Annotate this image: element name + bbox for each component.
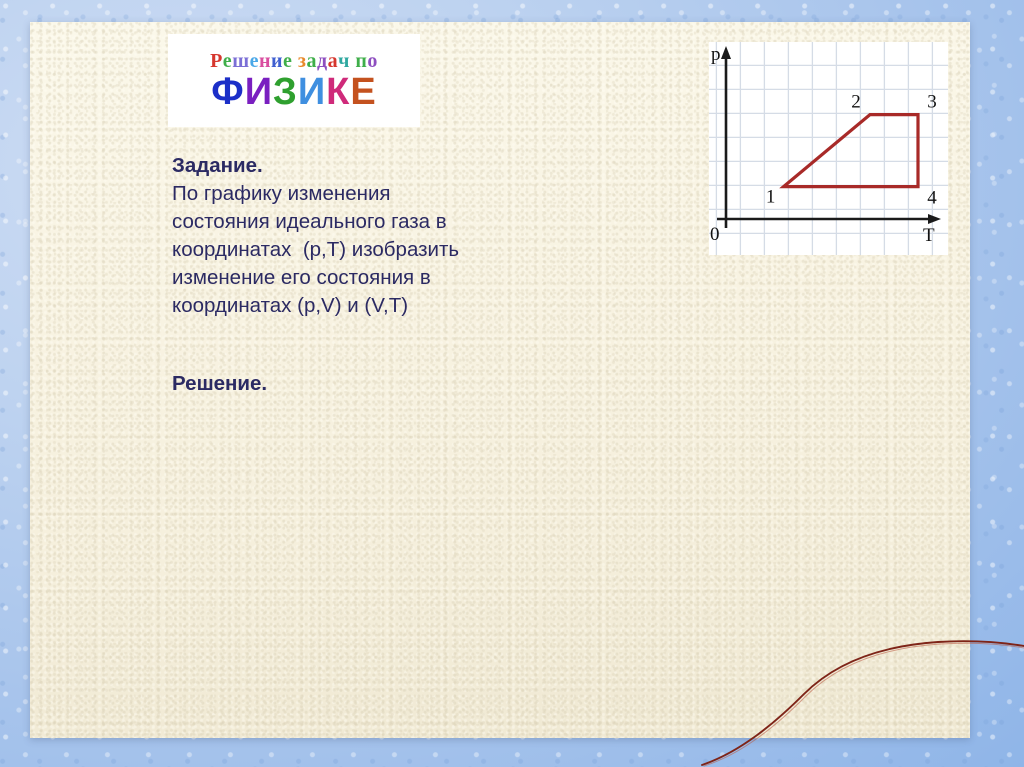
logo-char: е [283,49,293,72]
thermodynamic-cycle-path [779,112,920,189]
logo-line-2: ФИЗИКЕ [211,73,376,111]
task-line-3: координатах (p,T) изобразить [172,238,460,261]
logo-line-1: Решение задач по [210,51,378,71]
logo-char: Ф [211,70,245,113]
logo-char: е [249,49,259,72]
logo-char: д [316,49,328,72]
task-heading: Задание. [172,154,263,177]
logo-char: о [367,49,378,72]
t-axis-arrowhead [928,214,941,224]
logo-char: З [273,70,298,113]
logo-char: И [297,70,327,113]
task-text-block: Задание. По графику изменения состояния … [172,152,572,320]
task-line-2: состояния идеального газа в [172,210,447,233]
state-point-label-1: 1 [766,187,776,208]
state-point-label-4: 4 [927,188,937,209]
axis-label-origin: 0 [710,224,720,245]
logo-char: п [355,49,368,72]
task-line-1: По графику изменения [172,182,391,205]
logo-char: з [297,49,307,72]
logo-char: Е [350,70,377,113]
task-line-5: координатах (p,V) и (V,T) [172,294,409,317]
pt-diagram-card: 1 2 3 4 p T 0 [709,42,948,255]
logo-char: К [326,70,351,113]
p-axis-arrowhead [721,46,731,59]
logo-char: и [271,49,284,72]
logo-char: а [306,49,317,72]
solution-heading: Решение. [172,372,268,395]
logo-char: ш [232,49,250,72]
logo-char: ч [338,49,350,72]
state-point-labels: 1 2 3 4 [766,92,937,209]
logo-char: Р [210,49,223,72]
task-line-4: изменение его состояния в [172,266,431,289]
logo-char: н [258,49,271,72]
physics-logo: Решение задач по ФИЗИКЕ [168,34,420,127]
state-point-label-2: 2 [851,92,861,113]
axis-label-p: p [711,44,721,65]
axis-label-t: T [923,225,935,246]
graph-axes [717,46,941,228]
state-point-label-3: 3 [927,92,937,113]
logo-char: е [222,49,233,72]
logo-char: И [244,70,274,113]
pt-diagram-svg: 1 2 3 4 p T 0 [709,42,948,255]
logo-char: а [327,49,339,72]
